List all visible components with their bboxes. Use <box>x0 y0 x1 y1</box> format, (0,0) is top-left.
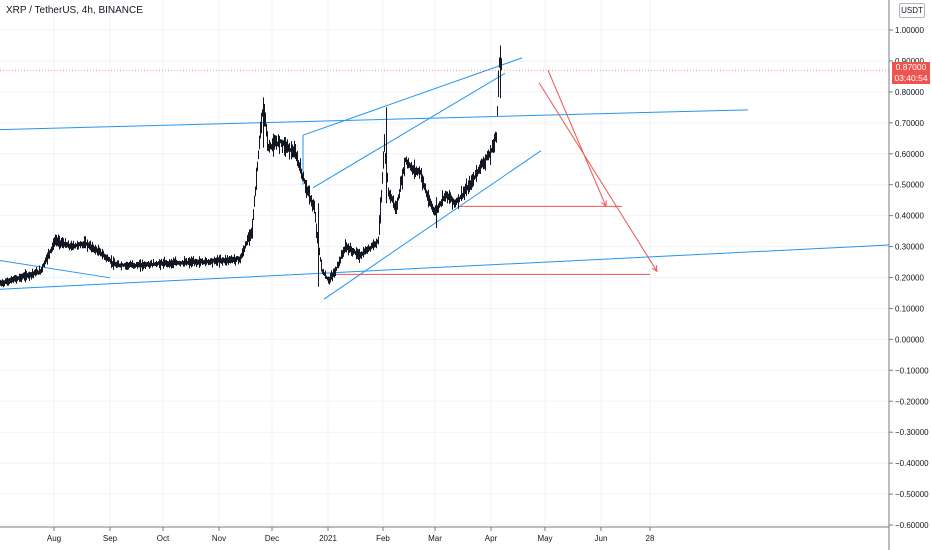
y-tick-label: −0.30000 <box>895 428 929 437</box>
x-tick-label: Oct <box>157 534 170 543</box>
last-price: 0.87000 <box>895 62 927 73</box>
y-tick-label: 0.60000 <box>895 150 924 159</box>
y-tick-label: 0.50000 <box>895 181 924 190</box>
channel-line <box>302 57 523 136</box>
arrow-head <box>651 265 658 273</box>
y-tick-label: 1.00000 <box>895 26 924 35</box>
y-tick-label: −0.20000 <box>895 397 929 406</box>
x-tick-label: 2021 <box>319 534 337 543</box>
y-tick-label: 0.40000 <box>895 212 924 221</box>
x-tick-label: Feb <box>376 534 390 543</box>
drawings <box>0 57 890 300</box>
projection-arrow <box>538 82 658 272</box>
bar-countdown: 03:40:54 <box>894 73 928 84</box>
y-tick-label: 0.70000 <box>895 119 924 128</box>
x-tick-label: Apr <box>485 534 498 543</box>
y-tick-label: 0.80000 <box>895 88 924 97</box>
trendline <box>0 259 111 279</box>
x-tick-label: Dec <box>265 534 279 543</box>
currency-unit-badge[interactable]: USDT <box>899 3 925 18</box>
x-tick-label: May <box>537 534 552 543</box>
y-tick-label: 0.10000 <box>895 304 924 313</box>
y-tick-label: 0.30000 <box>895 243 924 252</box>
trendline <box>0 109 749 131</box>
last-price-tag: 0.87000 03:40:54 <box>892 62 930 85</box>
x-tick-label: Nov <box>212 534 226 543</box>
trendline <box>0 244 890 290</box>
candles <box>0 45 502 288</box>
y-tick-label: −0.40000 <box>895 459 929 468</box>
y-tick-label: −0.10000 <box>895 366 929 375</box>
x-tick-label: Sep <box>103 534 118 543</box>
y-tick-label: 0.20000 <box>895 274 924 283</box>
symbol-legend: XRP / TetherUS, 4h, BINANCE <box>6 5 143 16</box>
channel-line <box>312 72 506 189</box>
x-tick-label: Mar <box>428 534 442 543</box>
x-tick-label: 28 <box>646 534 655 543</box>
y-tick-label: 0.00000 <box>895 335 924 344</box>
y-tick-label: 0.90000 <box>895 57 924 66</box>
grid <box>0 0 889 527</box>
x-tick-label: Jun <box>595 534 608 543</box>
projection-arrow <box>547 70 607 207</box>
y-tick-label: −0.60000 <box>895 521 929 530</box>
y-tick-label: −0.50000 <box>895 490 929 499</box>
channel-line <box>323 150 542 300</box>
x-tick-label: Aug <box>47 534 61 543</box>
